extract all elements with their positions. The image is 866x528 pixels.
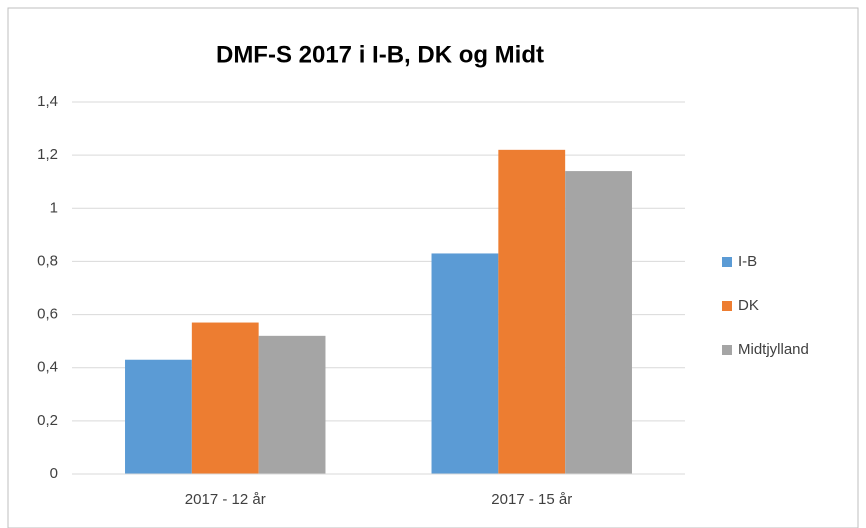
legend-swatch [722,301,732,311]
y-tick-label: 0,6 [37,306,58,323]
bar [431,253,499,474]
y-tick-label: 0,8 [37,252,58,269]
y-tick-label: 0 [50,465,58,482]
chart-title: DMF-S 2017 i I-B, DK og Midt [216,41,544,68]
legend-swatch [722,257,732,267]
y-tick-label: 0,2 [37,412,58,429]
legend-label: Midtjylland [738,341,809,358]
x-tick-label: 2017 - 15 år [491,491,572,508]
y-tick-label: 1,4 [37,93,58,110]
bar [191,322,259,474]
y-tick-label: 1,2 [37,146,58,163]
bar [565,171,632,475]
x-tick-label: 2017 - 12 år [185,491,266,508]
legend-label: DK [738,297,759,314]
y-tick-label: 0,4 [37,359,58,376]
legend-label: I-B [738,253,757,270]
bar [258,335,326,474]
bar [498,149,566,475]
y-tick-label: 1 [50,199,58,216]
bar [125,359,192,474]
legend-swatch [722,345,732,355]
